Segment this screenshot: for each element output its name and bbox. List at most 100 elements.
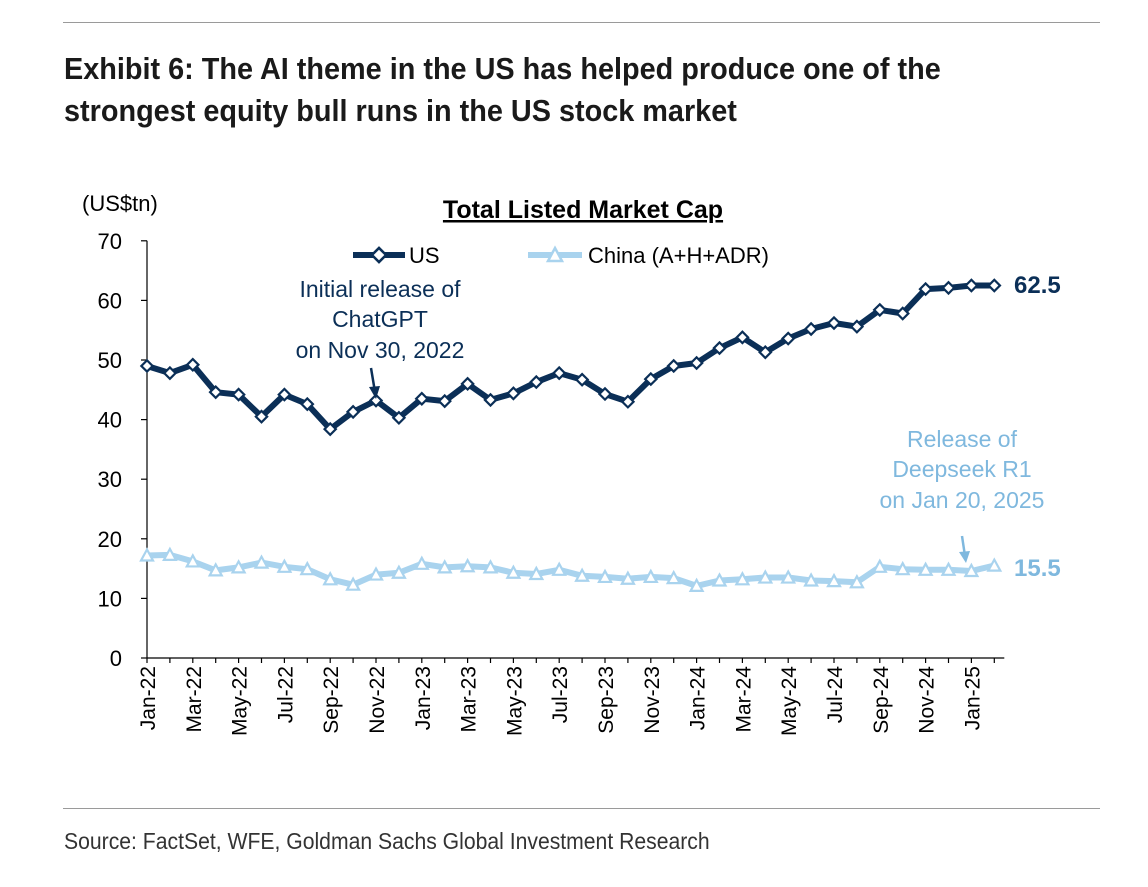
data-point (322, 571, 339, 586)
data-point (368, 393, 384, 408)
x-tick-label: Jan-25 (961, 666, 984, 730)
exhibit-title-line1: Exhibit 6: The AI theme in the US has he… (64, 51, 941, 86)
data-point (345, 404, 361, 420)
exhibit-title: Exhibit 6: The AI theme in the US has he… (64, 48, 994, 132)
data-point (688, 577, 705, 592)
data-point (620, 394, 636, 409)
y-tick-label: 50 (98, 348, 122, 373)
data-point (391, 564, 407, 579)
data-point (506, 386, 521, 401)
data-point (872, 302, 888, 318)
data-point (963, 562, 980, 578)
x-tick-label: Jan-23 (412, 666, 435, 730)
data-point (254, 409, 269, 424)
data-point (345, 576, 361, 591)
data-point (780, 569, 797, 584)
data-point (849, 574, 865, 589)
data-point (528, 565, 545, 581)
data-point (231, 387, 246, 402)
legend-us-label: US (409, 243, 440, 268)
data-point (460, 376, 475, 392)
x-tick-label: May-23 (503, 666, 526, 736)
y-tick-label: 40 (98, 408, 122, 433)
data-point (208, 384, 223, 400)
data-point (826, 315, 842, 331)
annotation-deepseek-line1: Release of (907, 426, 1018, 452)
data-point (849, 319, 865, 334)
data-point (757, 569, 774, 584)
data-point (940, 561, 957, 576)
data-point (689, 355, 704, 371)
legend-china-label: China (A+H+ADR) (588, 243, 769, 268)
data-point (207, 562, 224, 577)
data-point (826, 572, 842, 588)
data-point (277, 387, 292, 402)
data-point (986, 557, 1003, 572)
y-axis-label: (US$tn) (82, 191, 158, 216)
series-us (139, 278, 1002, 437)
data-point (139, 358, 155, 374)
data-point (551, 561, 568, 576)
data-point (253, 554, 270, 569)
x-tick-label: Sep-24 (870, 666, 893, 734)
x-tick-label: May-22 (229, 666, 252, 736)
end-label-us: 62.5 (1014, 272, 1061, 299)
annotation-chatgpt: Initial release of ChatGPT on Nov 30, 20… (296, 276, 465, 399)
annotation-chatgpt-line3: on Nov 30, 2022 (296, 337, 465, 363)
exhibit-title-line2: strongest equity bull runs in the US sto… (64, 93, 737, 128)
data-point (299, 560, 316, 576)
data-point (735, 330, 750, 345)
annotation-chatgpt-arrowhead (369, 386, 380, 399)
chart-title: Total Listed Market Cap (443, 196, 723, 224)
data-point (643, 371, 659, 387)
data-point (139, 547, 155, 562)
data-point (620, 570, 636, 585)
data-point (758, 345, 773, 360)
annotation-deepseek-line2: Deepseek R1 (892, 456, 1031, 482)
data-point (413, 555, 430, 570)
data-point (894, 560, 911, 576)
y-tick-label: 0 (110, 646, 122, 671)
bottom-rule (63, 808, 1100, 809)
data-point (162, 546, 178, 561)
data-point (712, 340, 727, 356)
x-tick-label: Sep-22 (320, 666, 343, 734)
x-tick-label: Jan-24 (687, 666, 710, 731)
data-point (529, 374, 544, 390)
x-tick-label: Nov-24 (916, 666, 939, 734)
source-note: Source: FactSet, WFE, Goldman Sachs Glob… (64, 828, 710, 854)
data-point (368, 566, 384, 581)
data-point (711, 572, 728, 587)
data-point (574, 567, 590, 582)
data-point (185, 357, 201, 372)
x-tick-label: Jul-23 (549, 666, 572, 723)
data-point (459, 557, 476, 573)
data-point (987, 278, 1002, 293)
annotation-deepseek-arrowhead (959, 551, 970, 563)
data-point (414, 391, 430, 406)
data-point (666, 358, 681, 374)
series-line (146, 551, 995, 589)
top-rule (63, 22, 1100, 23)
legend: US China (A+H+ADR) (353, 243, 769, 268)
x-tick-label: Sep-23 (595, 666, 618, 734)
data-point (964, 278, 979, 293)
legend-us-marker (370, 246, 388, 264)
data-point (230, 559, 247, 574)
data-point (276, 558, 293, 573)
x-tick-label: Nov-23 (641, 666, 664, 734)
end-label-china: 15.5 (1014, 555, 1061, 582)
data-point (574, 372, 590, 387)
data-point (780, 331, 796, 346)
data-point (871, 558, 888, 573)
data-point (918, 281, 933, 297)
data-point (482, 559, 499, 574)
y-tick-label: 70 (98, 229, 122, 254)
data-point (665, 569, 682, 585)
data-point (642, 568, 659, 584)
y-tick-label: 60 (98, 288, 122, 313)
x-tick-label: Jan-22 (137, 666, 160, 730)
series-china (139, 546, 1003, 592)
market-cap-chart: (US$tn) Total Listed Market Cap 0 10 20 30 4… (82, 191, 1061, 736)
x-tick-label: Jul-24 (824, 666, 847, 724)
